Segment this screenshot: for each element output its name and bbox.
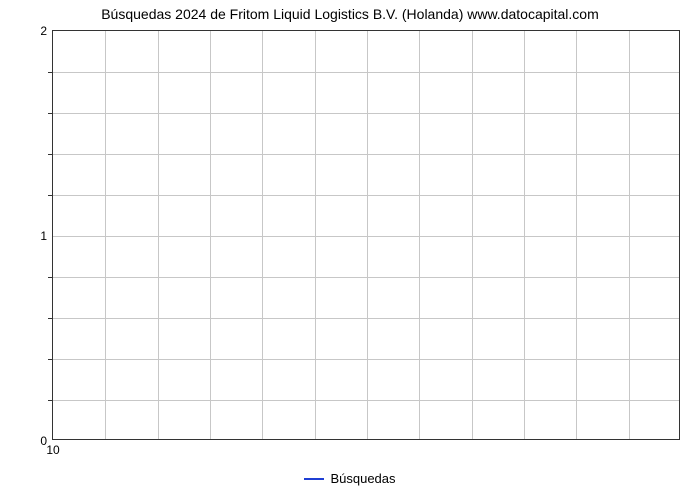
grid-line-v	[105, 31, 106, 439]
legend: Búsquedas	[0, 468, 700, 487]
y-tick-minor	[48, 72, 53, 73]
grid-line-h	[53, 72, 679, 73]
grid-line-v	[524, 31, 525, 439]
grid-line-h	[53, 236, 679, 237]
grid-line-v	[367, 31, 368, 439]
grid-line-v	[210, 31, 211, 439]
grid-line-v	[315, 31, 316, 439]
grid-line-v	[262, 31, 263, 439]
legend-item: Búsquedas	[304, 471, 395, 486]
y-tick-label: 2	[40, 24, 53, 38]
plot-area: 01210	[52, 30, 680, 440]
legend-swatch	[304, 478, 324, 480]
grid-line-v	[158, 31, 159, 439]
grid-line-h	[53, 318, 679, 319]
y-tick-minor	[48, 195, 53, 196]
grid-line-h	[53, 277, 679, 278]
grid-line-h	[53, 154, 679, 155]
chart-container: Búsquedas 2024 de Fritom Liquid Logistic…	[0, 0, 700, 500]
x-tick-label: 10	[46, 439, 59, 457]
y-tick-minor	[48, 359, 53, 360]
chart-title: Búsquedas 2024 de Fritom Liquid Logistic…	[0, 6, 700, 22]
y-tick-minor	[48, 113, 53, 114]
grid-line-h	[53, 195, 679, 196]
y-tick-minor	[48, 154, 53, 155]
legend-label: Búsquedas	[330, 471, 395, 486]
y-tick-minor	[48, 277, 53, 278]
y-tick-minor	[48, 318, 53, 319]
grid-line-v	[629, 31, 630, 439]
grid-line-h	[53, 359, 679, 360]
grid-line-h	[53, 113, 679, 114]
grid-line-h	[53, 400, 679, 401]
y-tick-minor	[48, 400, 53, 401]
grid-line-v	[576, 31, 577, 439]
grid-line-v	[419, 31, 420, 439]
y-tick-label: 1	[40, 229, 53, 243]
grid-line-v	[472, 31, 473, 439]
